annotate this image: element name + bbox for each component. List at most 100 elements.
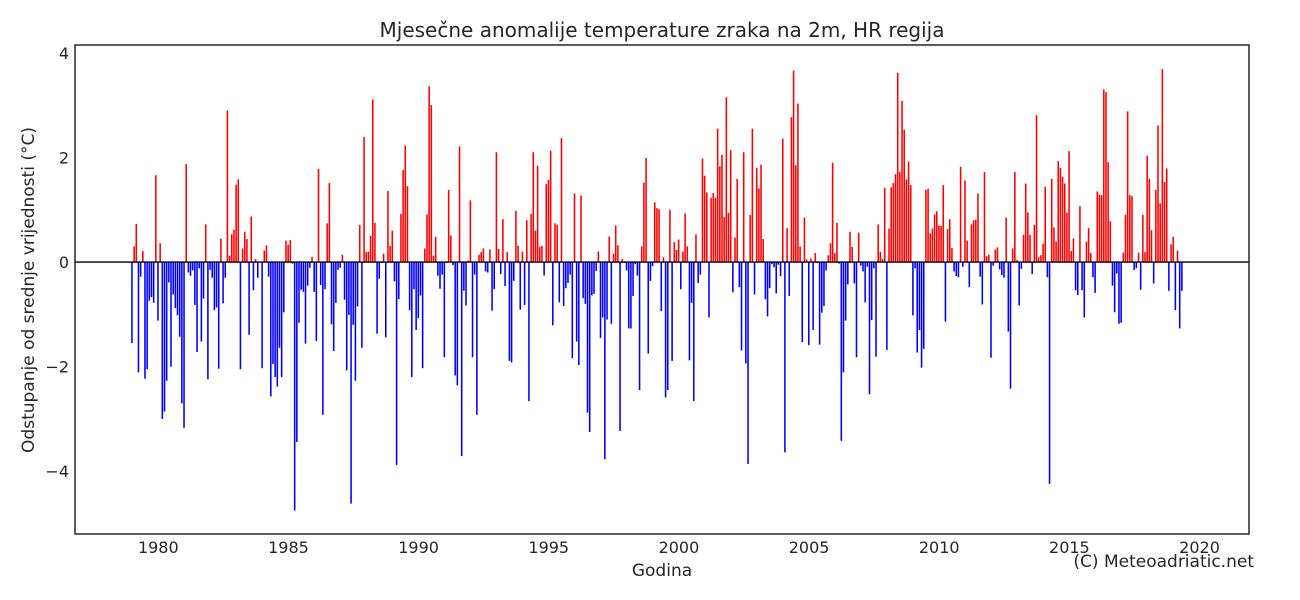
bar <box>230 234 233 263</box>
bar <box>270 262 272 397</box>
bar <box>371 99 374 263</box>
bar <box>1170 244 1172 263</box>
bar <box>838 262 840 264</box>
bar <box>680 262 682 290</box>
bar <box>1042 243 1044 263</box>
bar <box>1176 250 1179 263</box>
bar <box>441 262 443 275</box>
bar <box>552 262 554 326</box>
bar <box>1053 227 1055 263</box>
bar <box>1146 155 1148 263</box>
bar <box>1126 111 1129 263</box>
bar <box>202 262 205 299</box>
bar <box>656 208 658 263</box>
bar <box>473 262 476 275</box>
bar <box>857 232 860 263</box>
bar <box>541 245 543 263</box>
bar <box>565 262 567 289</box>
bar <box>189 262 192 276</box>
bar <box>411 262 413 378</box>
bar <box>335 262 337 303</box>
bar <box>387 190 389 263</box>
bar <box>248 262 250 335</box>
bar <box>708 262 710 318</box>
bar <box>1174 262 1177 311</box>
bar <box>1003 262 1005 278</box>
bar <box>304 262 307 344</box>
bar <box>367 251 370 263</box>
bar <box>627 262 630 329</box>
bar <box>291 262 294 264</box>
bar <box>339 262 341 268</box>
bar <box>1159 203 1161 263</box>
bar <box>729 150 732 263</box>
bar <box>972 220 975 263</box>
bar <box>860 262 862 266</box>
bar <box>847 262 849 285</box>
x-tick-label: 1990 <box>398 538 439 557</box>
x-axis-label: Godina <box>632 561 692 581</box>
bar <box>1096 191 1099 263</box>
bar <box>426 214 428 263</box>
bar <box>174 262 177 309</box>
bar <box>161 262 164 419</box>
bar <box>155 175 157 263</box>
bar <box>781 138 784 263</box>
bar <box>287 244 289 263</box>
bar <box>766 262 769 317</box>
bar <box>460 262 463 457</box>
credit-text: (C) Meteoadriatic.net <box>1073 552 1254 572</box>
bar <box>914 262 916 269</box>
bar <box>185 164 187 263</box>
bar <box>896 72 899 263</box>
x-tick-label: 1980 <box>138 538 179 557</box>
bar <box>706 192 708 263</box>
bar <box>855 262 858 358</box>
bar <box>1139 262 1142 290</box>
x-tick-label: 2000 <box>659 538 700 557</box>
bar <box>525 220 528 263</box>
bar <box>476 262 478 415</box>
bar <box>714 197 717 263</box>
bar <box>944 262 947 322</box>
bar <box>1131 196 1133 263</box>
bar <box>1018 262 1020 306</box>
bar <box>1120 262 1122 323</box>
bar <box>634 262 637 265</box>
bar <box>146 262 148 370</box>
bar <box>777 262 780 265</box>
bar <box>539 246 541 263</box>
bar <box>575 262 578 342</box>
bar <box>1070 251 1073 263</box>
bar <box>1107 162 1109 263</box>
bar <box>345 262 348 371</box>
bar <box>293 262 296 511</box>
bar <box>543 262 545 276</box>
bar <box>608 236 610 263</box>
bar <box>669 209 671 263</box>
bar <box>328 183 331 263</box>
bar <box>484 262 487 272</box>
bar <box>545 184 548 263</box>
bar <box>239 262 242 370</box>
bar <box>139 262 142 277</box>
bar <box>998 262 1001 270</box>
bar <box>601 262 604 318</box>
bar <box>712 193 715 263</box>
bar <box>217 262 220 369</box>
bar <box>1005 217 1007 263</box>
bar <box>523 262 526 305</box>
y-tick-label: 0 <box>59 253 69 272</box>
bar <box>209 262 211 270</box>
bar <box>1124 214 1127 263</box>
bar <box>176 262 179 316</box>
bar <box>261 262 263 369</box>
bar <box>265 245 268 263</box>
bar <box>547 179 550 263</box>
bar <box>148 262 151 301</box>
bar <box>975 219 977 263</box>
bar <box>413 262 415 290</box>
bar <box>1142 214 1144 263</box>
bar <box>890 187 892 263</box>
bar <box>886 262 888 350</box>
